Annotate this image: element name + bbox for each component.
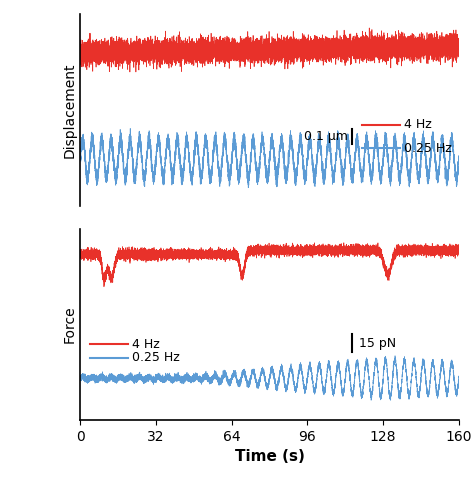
Text: 0.1 μm: 0.1 μm — [304, 130, 348, 143]
Text: 15 pN: 15 pN — [359, 337, 396, 350]
Text: 0.25 Hz: 0.25 Hz — [404, 142, 452, 155]
Text: 4 Hz: 4 Hz — [404, 118, 432, 131]
Text: 4 Hz: 4 Hz — [132, 338, 160, 351]
Text: 0.25 Hz: 0.25 Hz — [132, 351, 180, 364]
Y-axis label: Force: Force — [62, 306, 76, 343]
X-axis label: Time (s): Time (s) — [235, 450, 305, 465]
Y-axis label: Displacement: Displacement — [62, 62, 76, 158]
